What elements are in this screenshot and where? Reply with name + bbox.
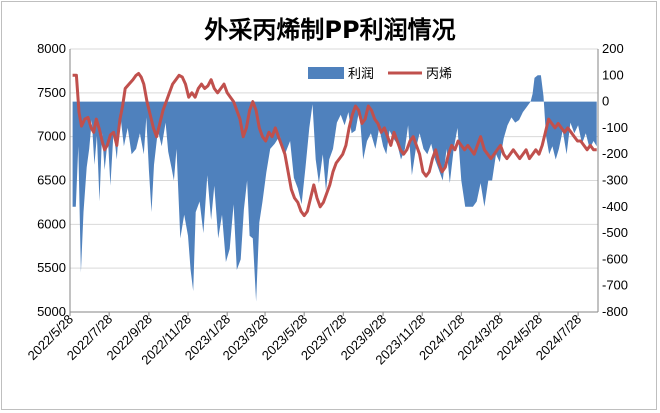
profit-area-series xyxy=(72,75,597,302)
propylene-line-layer xyxy=(72,72,597,218)
chart-title: 外采丙烯制PP利润情况 xyxy=(204,16,456,44)
y-right-tick-label: 0 xyxy=(602,94,609,109)
y-right-tick-label: 200 xyxy=(602,41,624,56)
y-right-tick-label: -700 xyxy=(602,278,628,293)
y-right-tick-label: 100 xyxy=(602,67,624,82)
y-right-tick-label: -300 xyxy=(602,173,628,188)
y-left-tick-label: 6000 xyxy=(37,216,66,231)
axes xyxy=(69,49,599,313)
y-right-tick-label: -100 xyxy=(602,120,628,135)
y-right-tick-label: -600 xyxy=(602,251,628,266)
y-left-tick-labels: 8000 7500 7000 6500 6000 5500 5000 xyxy=(37,41,66,319)
profit-area-layer xyxy=(72,75,597,302)
y-left-tick-label: 7000 xyxy=(37,129,66,144)
y-right-tick-label: -400 xyxy=(602,199,628,214)
y-left-tick-label: 7500 xyxy=(37,85,66,100)
legend-label-profit: 利润 xyxy=(348,67,374,82)
legend-swatch-profit xyxy=(308,67,344,79)
y-right-tick-label: -200 xyxy=(602,146,628,161)
y-left-tick-label: 8000 xyxy=(37,41,66,56)
legend-label-propylene: 丙烯 xyxy=(426,67,452,82)
propylene-line-series xyxy=(72,72,597,218)
y-left-tick-label: 6500 xyxy=(37,173,66,188)
y-right-tick-label: -800 xyxy=(602,304,628,319)
y-left-tick-label: 5500 xyxy=(37,260,66,275)
x-tick-labels: 2022/5/282022/7/282022/9/282022/11/28202… xyxy=(25,312,585,368)
gridlines xyxy=(70,48,598,313)
y-left-tick-label: 5000 xyxy=(37,304,66,319)
legend: 利润 丙烯 xyxy=(308,67,452,82)
y-right-tick-labels: 200 100 0 -100 -200 -300 -400 -500 -600 -700 -800 xyxy=(602,41,628,319)
y-right-tick-label: -500 xyxy=(602,225,628,240)
